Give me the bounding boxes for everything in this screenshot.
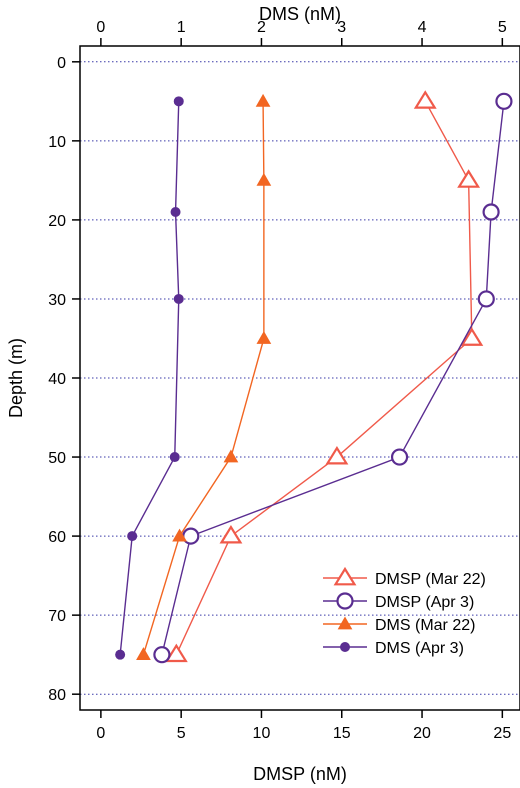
data-point [457, 169, 481, 188]
legend-label: DMSP (Mar 22) [375, 571, 486, 588]
y-tick-label: 60 [48, 529, 66, 546]
series-3 [115, 96, 184, 660]
y-tick-label: 20 [48, 213, 66, 230]
data-point [255, 93, 271, 107]
series-line [142, 101, 265, 655]
top-x-tick-label: 5 [498, 19, 507, 36]
data-point [169, 452, 180, 463]
top-x-tick-label: 3 [337, 19, 346, 36]
legend-item: DMS (Mar 22) [323, 616, 475, 634]
legend-marker [340, 642, 350, 652]
legend-marker [333, 566, 357, 586]
data-point [256, 330, 272, 344]
legend-item: DMSP (Apr 3) [323, 592, 474, 611]
gridlines [80, 61, 520, 695]
data-point [173, 293, 184, 304]
legend-marker [337, 616, 353, 630]
data-point [477, 290, 495, 308]
top-x-tick-label: 0 [96, 19, 105, 36]
data-point [115, 649, 126, 660]
y-tick-label: 50 [48, 450, 66, 467]
bottom-x-tick-label: 10 [253, 725, 271, 742]
series-2 [136, 93, 272, 661]
legend-label: DMSP (Apr 3) [375, 594, 474, 611]
y-tick-label: 80 [48, 687, 66, 704]
data-point [219, 525, 243, 544]
top-x-tick-label: 1 [177, 19, 186, 36]
top-x-tick-label: 4 [418, 19, 427, 36]
data-point [390, 448, 409, 466]
bottom-x-tick-label: 5 [177, 725, 186, 742]
top-axis-title: DMS (nM) [259, 4, 341, 24]
legend-label: DMS (Apr 3) [375, 640, 464, 657]
y-tick-label: 40 [48, 371, 66, 388]
data-point [153, 646, 171, 664]
series-line [119, 101, 180, 655]
axes: 0 10 20 30 40 50 60 70 80 0 5 10 15 20 25 0 1 2 3 4 5 [48, 19, 511, 742]
data-point [136, 647, 151, 661]
data-point [223, 449, 239, 463]
series-0 [164, 90, 484, 663]
y-tick-label: 0 [57, 55, 66, 72]
data-point [413, 90, 437, 109]
data-point [325, 445, 349, 465]
legend-item: DMSP (Mar 22) [323, 566, 486, 588]
bottom-x-tick-label: 15 [333, 725, 351, 742]
series-line [161, 101, 505, 655]
y-tick-label: 10 [48, 134, 66, 151]
bottom-axis-title: DMSP (nM) [253, 764, 347, 784]
y-tick-label: 70 [48, 608, 66, 625]
bottom-x-tick-label: 0 [96, 725, 105, 742]
data-point [495, 92, 513, 110]
legend-item: DMS (Apr 3) [323, 640, 464, 657]
y-tick-label: 30 [48, 292, 66, 309]
data-point [482, 203, 500, 221]
top-x-tick-label: 2 [257, 19, 266, 36]
data-point [172, 528, 187, 542]
legend-marker [336, 592, 354, 610]
data-point [256, 172, 272, 186]
series-line [175, 100, 473, 655]
data-point [170, 207, 181, 217]
bottom-x-tick-label: 20 [413, 725, 431, 742]
data-point [460, 327, 484, 346]
data-point [173, 96, 184, 107]
series-1 [153, 92, 513, 664]
data-point [127, 531, 138, 542]
series-layer [115, 90, 513, 664]
y-axis-title: Depth (m) [6, 338, 26, 418]
data-point [164, 643, 188, 663]
bottom-x-tick-label: 25 [493, 725, 511, 742]
legend: DMSP (Mar 22) DMSP (Apr 3) DMS (Mar 22) DMS… [323, 566, 486, 657]
legend-label: DMS (Mar 22) [375, 617, 475, 634]
